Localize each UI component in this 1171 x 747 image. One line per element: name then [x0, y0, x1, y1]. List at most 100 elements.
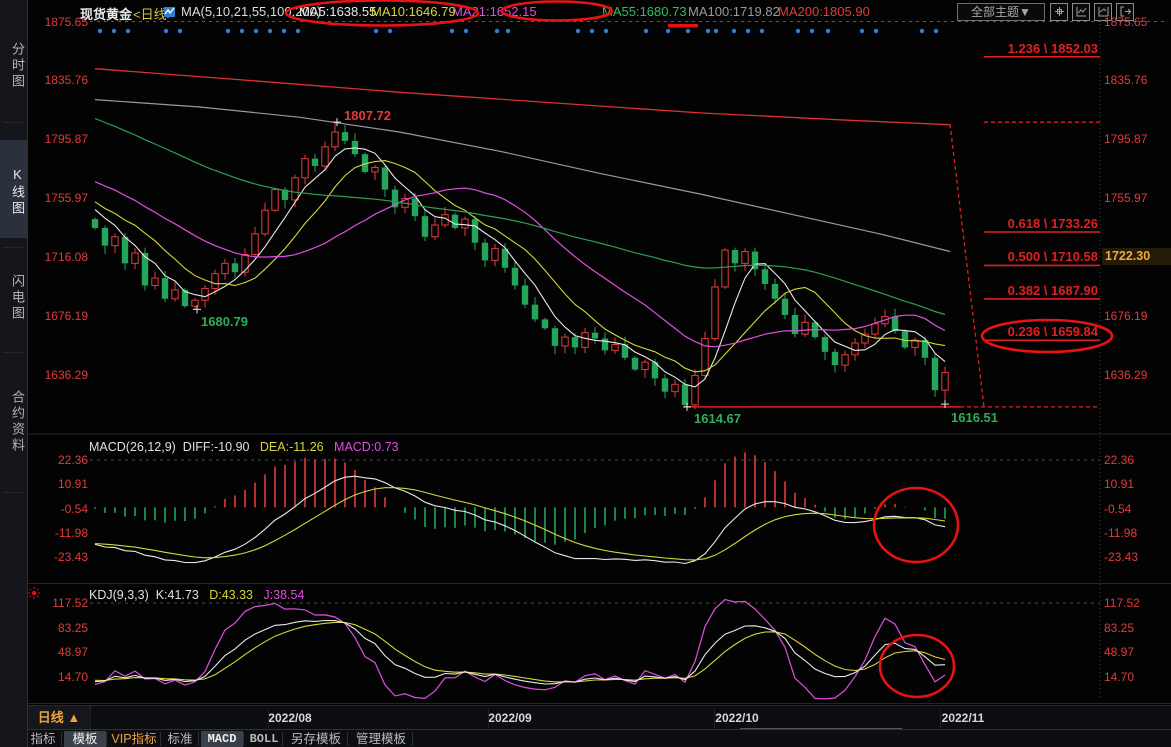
axis-label: 14.70 [1104, 669, 1135, 684]
axis-label: 1636.29 [44, 368, 88, 382]
axis-label: 10.91 [57, 477, 88, 492]
fib-level-label: 1.236 \ 1852.03 [1007, 40, 1098, 56]
kdj-k-value: K:41.73 [155, 588, 199, 602]
sidebar-divider [3, 122, 24, 123]
fib-level-label: 0.236 \ 1659.84 [1007, 324, 1098, 340]
axis-label: 10.91 [1104, 477, 1135, 492]
axis-label: 1795.87 [44, 132, 88, 146]
swing-low-label: 1614.67 [694, 411, 741, 426]
exit-icon[interactable] [1116, 3, 1134, 21]
axis-label: 1755.97 [1104, 191, 1148, 205]
sidebar-divider [3, 492, 24, 493]
indicator-tab-bar: 指标 模板 VIP指标 标准 MACD BOLL 另存模板 管理模板 [0, 729, 1171, 747]
tab-MACD[interactable]: MACD [201, 731, 243, 747]
ma5-value: MA5:1638.55 [299, 4, 377, 19]
axis-label: 14.70 [57, 669, 88, 684]
axis-label: -23.43 [53, 550, 88, 565]
sidebar-item-timeshare[interactable]: 分时图 [10, 42, 25, 90]
fib-level-label: 0.618 \ 1733.26 [1007, 215, 1098, 231]
axis-label: -0.54 [60, 501, 88, 516]
axis-label: -11.98 [1104, 525, 1138, 540]
swing-high-label: 1807.72 [344, 108, 391, 123]
date-divider [90, 708, 91, 728]
chart-type-sidebar: 分时图 K线图 闪电图 合约资料 [0, 0, 28, 747]
axis-label: 1835.76 [44, 73, 88, 87]
date-divider [940, 708, 941, 728]
axis-label: 117.52 [1104, 596, 1140, 610]
axis-label: 1875.65 [1104, 15, 1148, 29]
tab-divider [61, 732, 62, 746]
macd-layer [94, 452, 946, 565]
sidebar-divider [3, 352, 24, 353]
axis-label: 1676.19 [44, 309, 88, 323]
tab-VIP指标[interactable]: VIP指标 [111, 732, 157, 746]
date-divider [268, 708, 269, 728]
date-divider [714, 708, 715, 728]
candlestick-layer [91, 122, 949, 410]
date-label: 2022/10 [715, 711, 759, 725]
axis-label: 1795.87 [1104, 132, 1148, 146]
tab-divider [243, 732, 244, 746]
chart-header: 现货黄金 <日线> MA(5,10,21,55,100,200) MA5:163… [0, 0, 1171, 22]
axis-label: 1755.97 [44, 191, 88, 205]
axis-label: 1716.08 [44, 250, 88, 264]
theme-dropdown-button[interactable]: 全部主题▼ [957, 3, 1045, 21]
sidebar-item-kline[interactable]: K线图 [0, 140, 27, 238]
axis-label: -23.43 [1104, 550, 1139, 565]
axis-label: 1835.76 [1104, 73, 1148, 87]
indicator-alert-icon[interactable] [28, 586, 40, 604]
tab-管理模板[interactable]: 管理模板 [355, 732, 406, 746]
axis-label: -11.98 [54, 525, 88, 540]
period-tag: <日线> [133, 7, 175, 22]
axis-label: 1636.29 [1104, 368, 1148, 382]
symbol-name: 现货黄金 [80, 7, 133, 22]
axis-label: 22.36 [57, 453, 88, 468]
macd-title: MACD(26,12,9) [89, 440, 176, 454]
macd-dea-value: DEA:-11.26 [259, 440, 324, 454]
scale-chart-icon[interactable] [1094, 3, 1112, 21]
tab-指标[interactable]: 指标 [30, 732, 56, 746]
current-price-tag: 1722.30 [1102, 248, 1171, 265]
fib-level-label: 0.500 \ 1710.58 [1007, 249, 1098, 265]
tab-divider [282, 732, 283, 746]
kdj-d-value: D:43.33 [209, 588, 253, 602]
pan-icon[interactable] [1050, 3, 1068, 21]
fib-level-label: 0.382 \ 1687.90 [1007, 282, 1098, 298]
tab-divider [198, 732, 199, 746]
tab-divider [412, 732, 413, 746]
axis-label: 48.97 [57, 645, 88, 660]
date-divider [488, 708, 489, 728]
ma21-value: MA21:1652.15 [452, 4, 537, 19]
tab-divider [160, 732, 161, 746]
axis-label: 83.25 [57, 620, 88, 635]
date-label: 2022/11 [941, 711, 985, 725]
tab-标准[interactable]: 标准 [167, 732, 193, 746]
axis-label: 1676.19 [1104, 309, 1148, 323]
kdj-j-value: J:38.54 [263, 588, 305, 602]
kdj-layer [94, 598, 946, 700]
macd-header: MACD(26,12,9) DIFF:-10.90 DEA:-11.26 MAC… [89, 440, 399, 454]
axis-label: 117.52 [52, 596, 88, 610]
sidebar-item-contract-info[interactable]: 合约资料 [10, 390, 25, 454]
ma100-value: MA100:1719.82 [688, 4, 780, 19]
visible-range-indicator[interactable] [740, 728, 902, 729]
tab-divider [106, 732, 107, 746]
period-selector[interactable]: 日线 ▲ [28, 706, 91, 730]
ma55-value: MA55:1680.73 [602, 4, 687, 19]
date-axis-row: 日线 ▲ 2022/08 2022/09 2022/10 2022/11 [28, 705, 1171, 730]
tab-BOLL[interactable]: BOLL [249, 732, 279, 746]
tab-模板[interactable]: 模板 [64, 731, 106, 747]
axis-label: 48.97 [1104, 645, 1135, 660]
announcement-icon [163, 5, 176, 21]
sidebar-item-lightning[interactable]: 闪电图 [10, 274, 25, 322]
fit-chart-icon[interactable] [1072, 3, 1090, 21]
swing-low-label: 1616.51 [951, 410, 998, 425]
ma10-value: MA10:1646.79 [371, 4, 456, 19]
tab-另存模板[interactable]: 另存模板 [290, 732, 341, 746]
ma200-value: MA200:1805.90 [778, 4, 870, 19]
date-label: 2022/08 [268, 711, 312, 725]
axis-label: 1875.65 [44, 15, 88, 29]
sidebar-divider [3, 247, 24, 248]
